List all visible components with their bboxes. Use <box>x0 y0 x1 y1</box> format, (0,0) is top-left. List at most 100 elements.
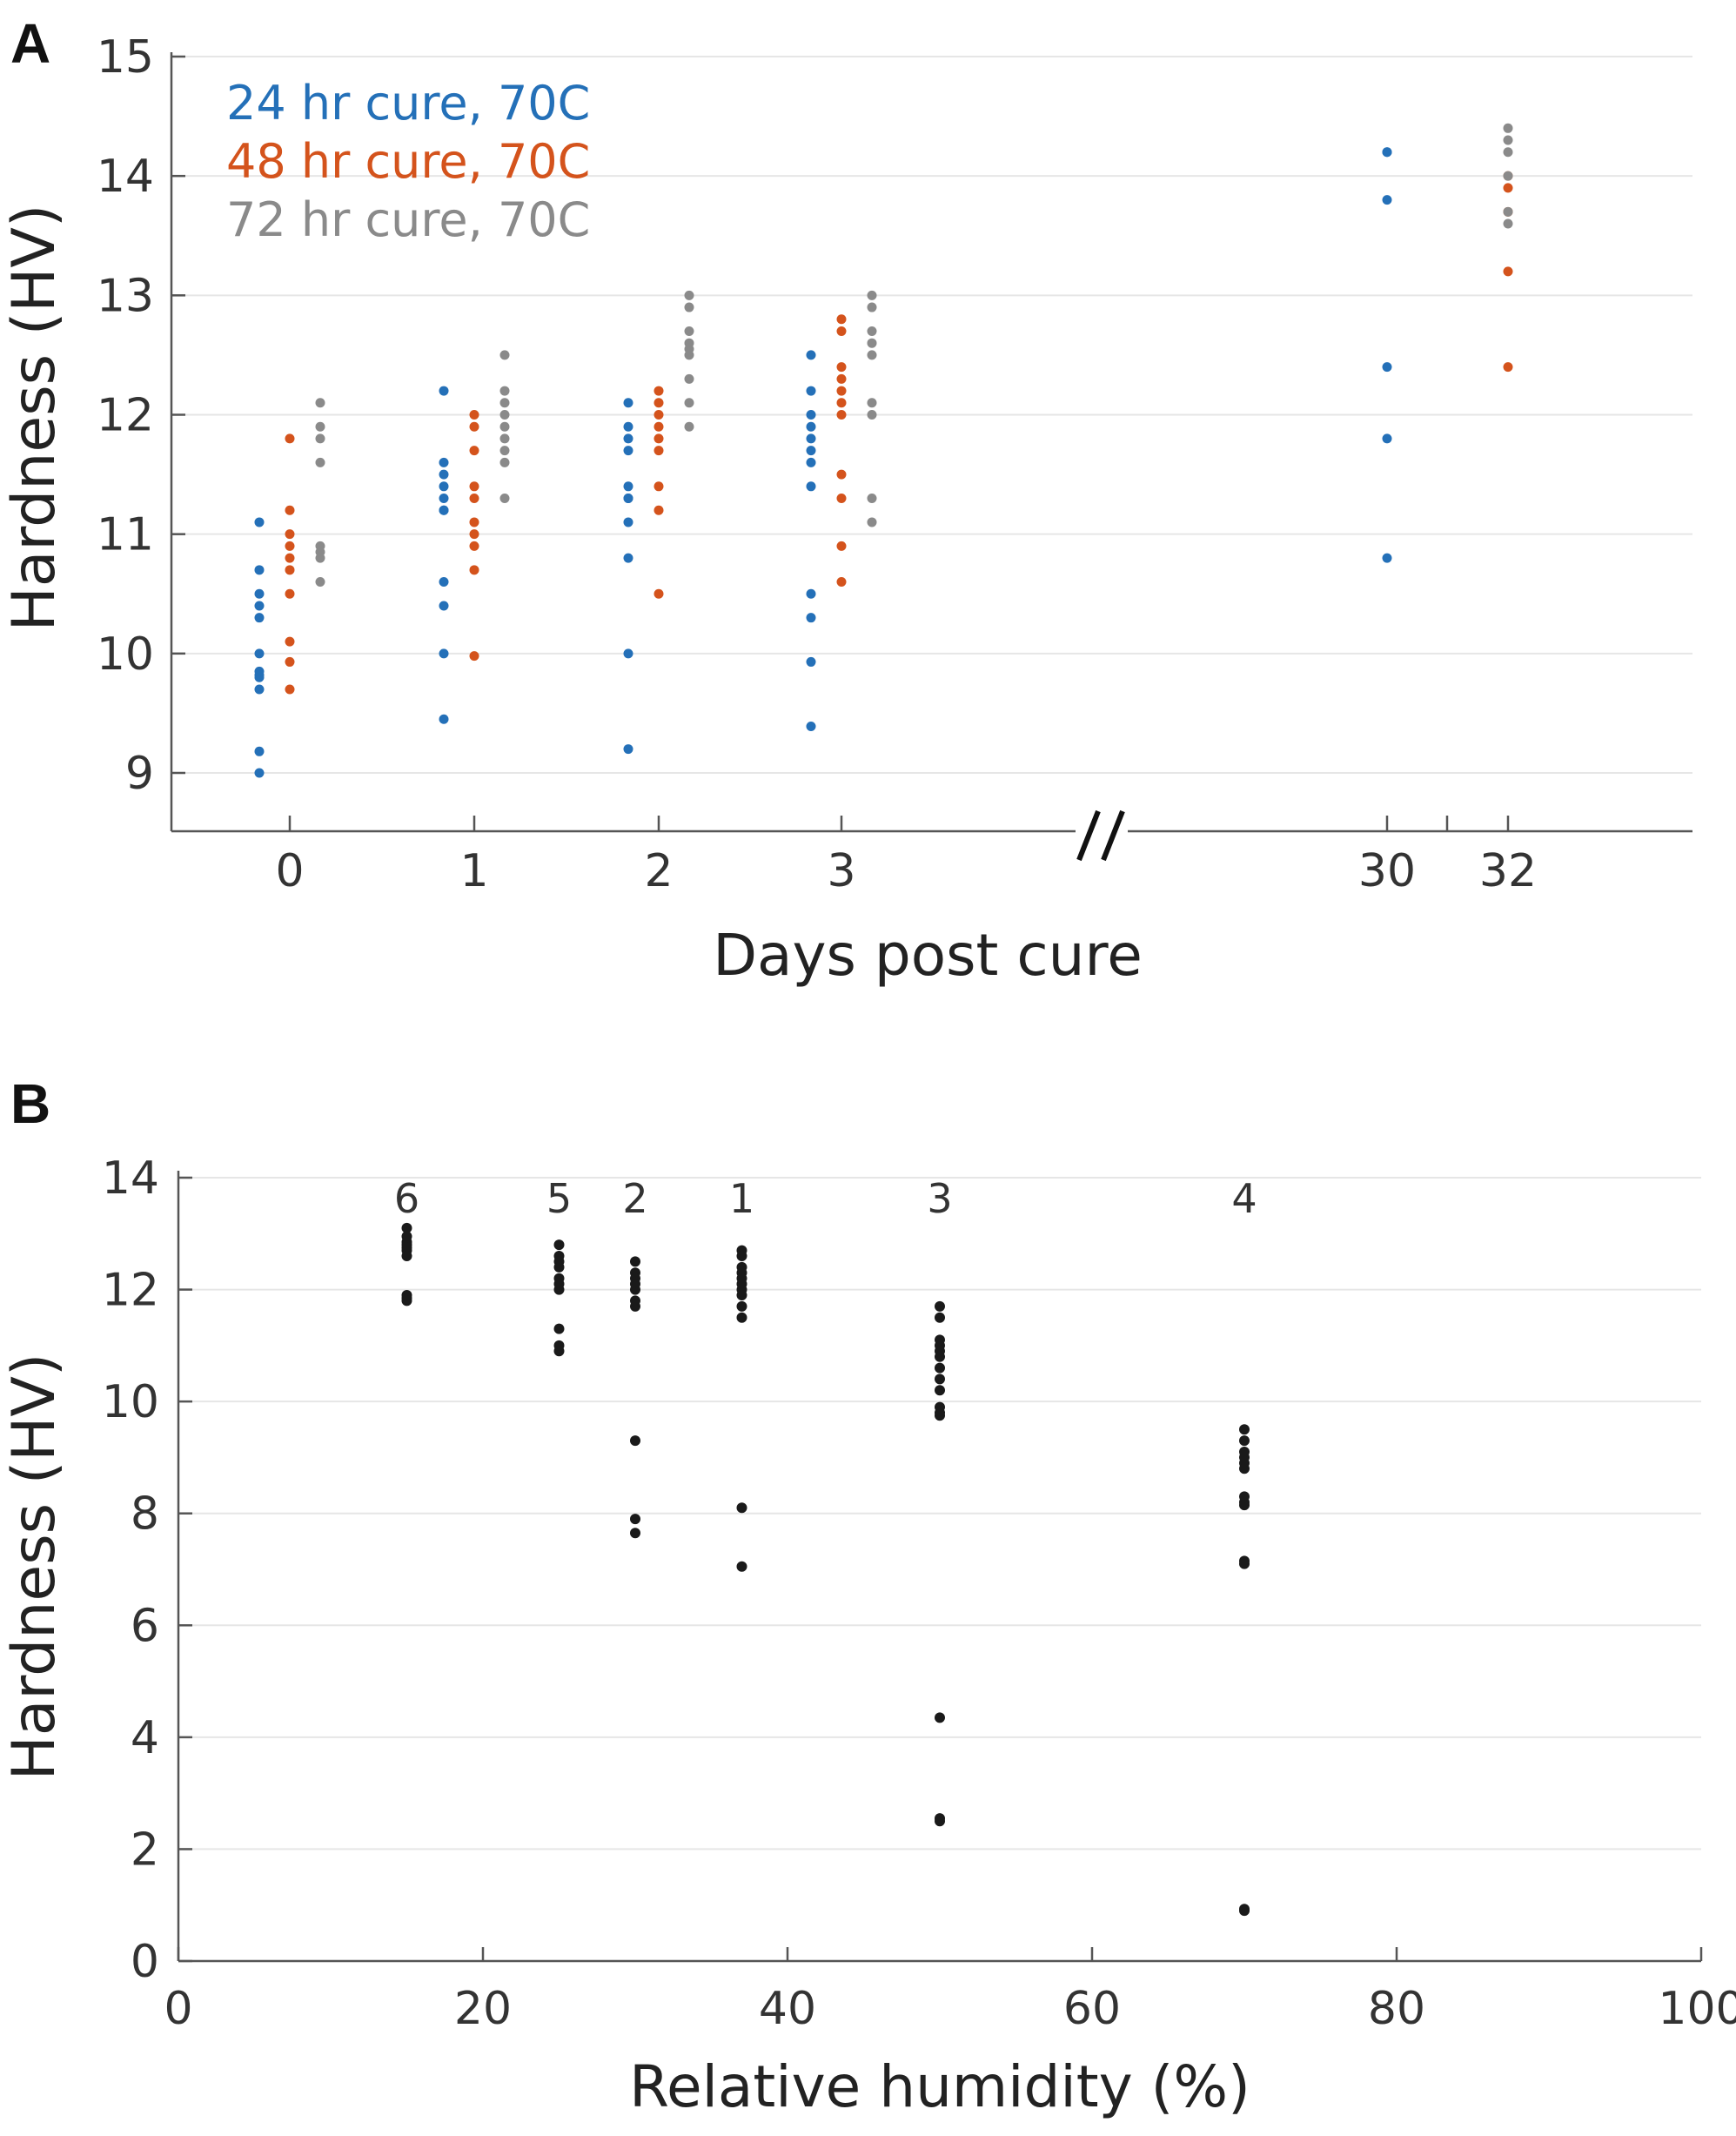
data-point <box>254 684 265 695</box>
data-point <box>806 481 816 492</box>
data-point <box>654 433 664 444</box>
data-point <box>499 398 510 408</box>
x-tick-label: 20 <box>454 1983 512 2035</box>
data-point <box>630 1284 640 1295</box>
data-point <box>1239 1463 1250 1474</box>
data-point <box>439 494 449 504</box>
data-point <box>630 1300 640 1312</box>
data-point <box>836 373 847 384</box>
data-point <box>285 505 295 515</box>
data-point <box>315 433 325 444</box>
data-point <box>315 553 325 563</box>
data-point <box>1503 218 1513 229</box>
data-point <box>469 410 479 420</box>
x-tick-label: 0 <box>164 1983 192 2035</box>
data-point <box>254 588 265 599</box>
data-point <box>553 1323 565 1334</box>
panel-b-y-ticks: 0 2 4 6 8 10 12 14 <box>102 1152 192 1988</box>
data-point <box>867 410 877 420</box>
panel-b-label: B <box>10 1072 50 1135</box>
panel-b-y-axis-title: Hardness (HV) <box>0 1353 69 1781</box>
data-point <box>736 1300 747 1312</box>
data-point <box>806 421 816 432</box>
data-point <box>654 386 664 396</box>
data-point <box>254 613 265 623</box>
data-point <box>1503 362 1513 373</box>
x-tick-label: 30 <box>1358 845 1416 897</box>
data-point <box>254 768 265 778</box>
data-point <box>439 714 449 724</box>
y-tick-label: 0 <box>131 1936 159 1988</box>
data-point <box>867 338 877 348</box>
data-point <box>935 1300 945 1312</box>
data-point <box>1382 147 1392 158</box>
data-point <box>469 421 479 432</box>
panel-a-x-ticks: 0 1 2 3 30 32 <box>275 816 1537 897</box>
data-point <box>736 1290 747 1300</box>
data-point <box>736 1251 747 1261</box>
data-point <box>285 529 295 540</box>
data-point <box>469 446 479 456</box>
data-point <box>623 648 633 659</box>
data-point <box>867 290 877 300</box>
panel-b: B 0 2 4 6 8 10 12 14 0 20 40 60 80 100 6 5 2 1 3 4 Relati… <box>0 1072 1736 2120</box>
y-tick-label: 10 <box>97 628 154 681</box>
x-tick-label: 1 <box>459 845 488 897</box>
data-point <box>401 1222 412 1233</box>
data-point <box>1239 1558 1250 1569</box>
data-point <box>684 373 694 384</box>
data-point <box>315 398 325 408</box>
y-tick-label: 9 <box>125 748 154 800</box>
y-tick-label: 12 <box>102 1265 159 1317</box>
data-point <box>1503 266 1513 277</box>
panel-a-gridlines <box>171 56 1692 774</box>
panel-b-x-axis-title: Relative humidity (%) <box>629 2053 1250 2120</box>
data-point <box>469 565 479 575</box>
data-point <box>836 541 847 551</box>
data-point <box>439 505 449 515</box>
data-point <box>1239 1905 1250 1917</box>
data-point <box>654 421 664 432</box>
panel-b-x-ticks: 0 20 40 60 80 100 <box>164 1947 1736 2035</box>
data-point <box>623 433 633 444</box>
panel-b-group-labels: 6 5 2 1 3 4 <box>394 1175 1257 1222</box>
data-point <box>1382 553 1392 563</box>
data-point <box>867 494 877 504</box>
data-point <box>254 565 265 575</box>
data-point <box>439 386 449 396</box>
data-point <box>836 494 847 504</box>
data-point <box>254 746 265 756</box>
data-point <box>623 517 633 527</box>
data-point <box>439 457 449 467</box>
data-point <box>499 410 510 420</box>
data-point <box>836 326 847 336</box>
data-point <box>401 1295 412 1306</box>
data-point <box>1503 123 1513 133</box>
axis-break-marker <box>1076 801 1128 862</box>
data-point <box>285 656 295 667</box>
data-point <box>499 457 510 467</box>
data-point <box>499 446 510 456</box>
data-point <box>553 1284 565 1295</box>
data-point <box>654 481 664 492</box>
data-point <box>736 1561 747 1572</box>
y-tick-label: 2 <box>131 1824 159 1876</box>
panel-a-x-axis-title: Days post cure <box>713 922 1143 989</box>
data-point <box>654 505 664 515</box>
panel-a-data-points <box>254 123 1513 778</box>
data-point <box>935 1351 945 1362</box>
x-tick-label: 0 <box>275 845 304 897</box>
data-point <box>623 421 633 432</box>
data-point <box>469 541 479 551</box>
data-point <box>806 446 816 456</box>
data-point <box>867 517 877 527</box>
data-point <box>254 601 265 611</box>
group-label: 6 <box>394 1175 419 1222</box>
data-point <box>1503 135 1513 145</box>
data-point <box>867 398 877 408</box>
data-point <box>1503 147 1513 158</box>
data-point <box>623 446 633 456</box>
data-point <box>630 1256 640 1267</box>
data-point <box>315 457 325 467</box>
y-tick-label: 14 <box>97 151 154 203</box>
